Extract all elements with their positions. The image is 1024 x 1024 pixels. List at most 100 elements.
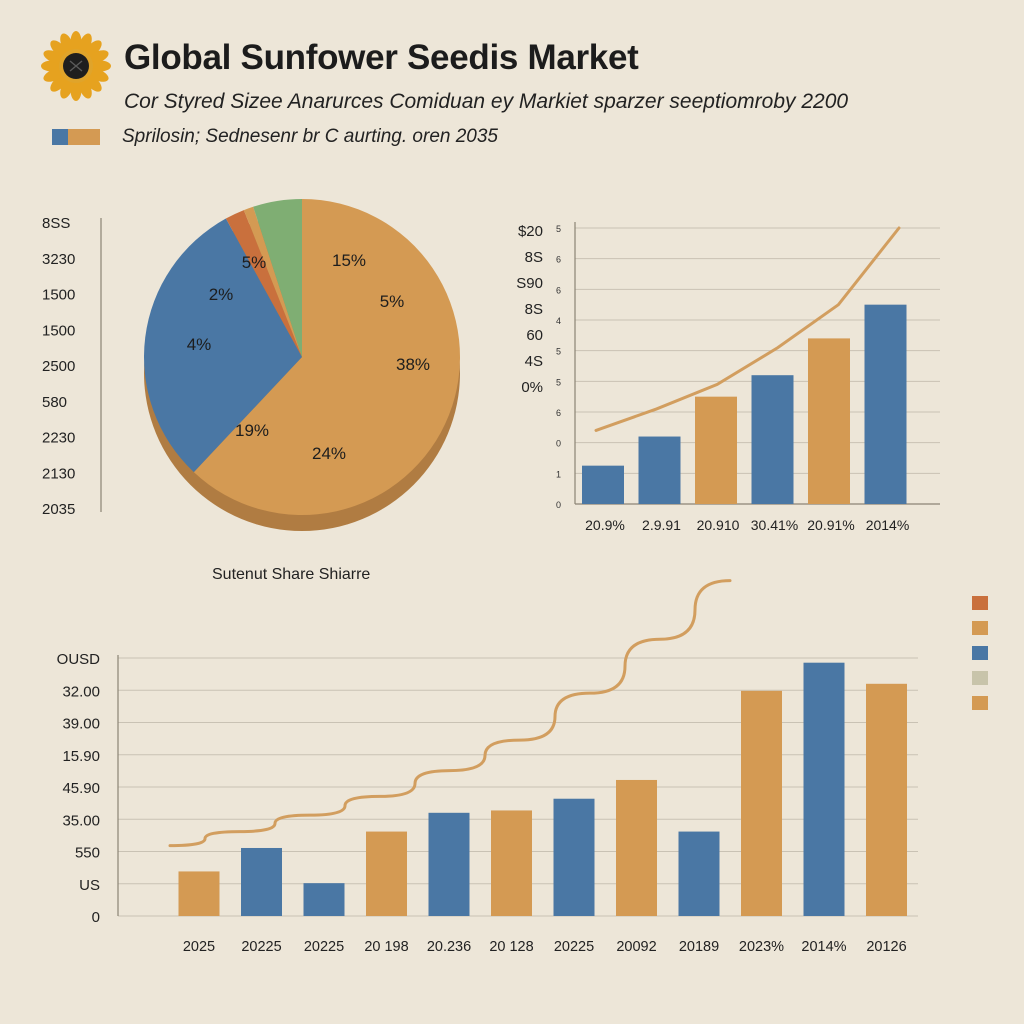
pie-slice-1: [144, 218, 302, 473]
bar1-bar: [695, 396, 737, 504]
sunflower-petal: [50, 40, 68, 58]
pie-chart: 8SS 3230 1500 1500 2500 580 2230 2130 2035 5% 15%…: [42, 199, 461, 531]
bar1-x-label: 20.9%: [585, 517, 625, 533]
bar1-y-tick-label: 4S: [525, 353, 543, 370]
bar2-bar: [366, 831, 407, 916]
pie-y-tick-label: 2130: [42, 465, 75, 482]
pie-slice-3: [243, 206, 302, 357]
bar2-y-tick-label: 0: [92, 909, 100, 926]
bar2-bar: [491, 810, 532, 916]
bar1-x-label: 2014%: [866, 517, 910, 533]
side-legend-swatch: [972, 596, 988, 610]
bar2-bar: [553, 798, 595, 916]
legend-text: Sprilosin; Sednesenr br C aurting. oren …: [122, 126, 499, 147]
bar2-y-tick-label: US: [79, 877, 100, 894]
bar2-y-tick-label: 15.90: [62, 748, 100, 765]
pie-slice-label: 19%: [235, 421, 269, 440]
side-legend-swatch: [972, 646, 988, 660]
bar2-x-label: 20225: [304, 939, 344, 955]
bar2-bar: [616, 779, 657, 916]
bar2-x-label: 20126: [866, 939, 906, 955]
bar1-bar: [638, 436, 681, 504]
bar1-inner-tick-label: 5: [556, 347, 561, 357]
bar2-x-label: 20189: [679, 939, 719, 955]
bar2-y-tick-label: 32.00: [62, 683, 100, 700]
bar2-y-tick-label: 45.90: [62, 780, 100, 797]
bar1-y-tick-label: 0%: [521, 379, 543, 396]
bar2-x-label: 20225: [241, 939, 281, 955]
bar1-x-label: 30.41%: [751, 517, 798, 533]
bar1-y-tick-label: 60: [526, 327, 543, 344]
pie-slice-0: [193, 199, 461, 515]
side-legend-swatch: [972, 621, 988, 635]
bar2-y-tick-label: 35.00: [62, 812, 100, 829]
bar1-inner-tick-label: 6: [556, 408, 561, 418]
bar2-bar: [678, 831, 720, 916]
page-subtitle: Cor Styred Sizee Anarurces Comiduan ey M…: [124, 90, 849, 113]
bar1-bar: [864, 304, 907, 504]
pie-slice-label: 2%: [209, 285, 234, 304]
bar1-inner-tick-label: 4: [556, 316, 561, 326]
bar2-x-label: 2025: [183, 939, 215, 955]
bar2-x-label: 2023%: [739, 939, 784, 955]
bar1-x-label: 20.910: [697, 517, 740, 533]
pie-slice-label: 5%: [242, 253, 267, 272]
bar-chart-bottom: OUSD 32.00 39.00 15.90 45.90 35.00 550 US 0 2025…: [57, 579, 918, 955]
sunflower-petal: [84, 74, 102, 92]
pie-slice-label: 4%: [187, 335, 212, 354]
bar1-inner-tick-label: 0: [556, 500, 561, 510]
side-legend: [972, 596, 988, 721]
side-legend-swatch: [972, 671, 988, 685]
bar1-inner-tick-label: 1: [556, 469, 561, 479]
bar1-x-label: 20.91%: [807, 517, 854, 533]
pie-slice-label: 5%: [380, 292, 405, 311]
bar2-bar: [178, 871, 220, 916]
bar1-y-tick-label: S90: [516, 275, 543, 292]
pie-y-tick-label: 2035: [42, 501, 75, 518]
bar2-x-label: 20 198: [364, 939, 408, 955]
pie-y-tick-label: 1500: [42, 322, 75, 339]
pie-y-tick-label: 1500: [42, 287, 75, 304]
side-legend-swatch: [972, 696, 988, 710]
pie-slice-label: 24%: [312, 444, 346, 463]
pie-slice-4: [253, 199, 302, 357]
bar1-y-tick-label: 8S: [525, 249, 543, 266]
sunflower-petal: [87, 50, 109, 64]
sunflower-petal: [43, 68, 65, 82]
bar1-bar: [808, 338, 850, 504]
sunflower-petal: [84, 40, 102, 58]
bar1-inner-tick-label: 5: [556, 377, 561, 387]
bar1-inner-tick-label: 0: [556, 439, 561, 449]
bar2-bar: [428, 812, 470, 916]
bar1-y-tick-label: $20: [518, 223, 543, 240]
bar1-bar: [751, 375, 794, 504]
bar2-bar: [803, 662, 845, 916]
bar2-y-tick-label: OUSD: [57, 651, 101, 668]
pie-y-tick-label: 2230: [42, 430, 75, 447]
bar2-bar: [241, 847, 282, 916]
bar2-x-label: 20 128: [489, 939, 533, 955]
bar1-trend-line: [594, 226, 901, 432]
bar2-y-tick-label: 39.00: [62, 716, 100, 733]
pie-y-tick-label: 580: [42, 394, 67, 411]
pie-slice-label: 15%: [332, 251, 366, 270]
bar1-inner-tick-label: 5: [556, 224, 561, 234]
pie-caption: Sutenut Share Shiarre: [212, 566, 371, 583]
pie-slice-label: 38%: [396, 355, 430, 374]
legend-swatch-blue: [52, 129, 68, 145]
pie-slice-2: [225, 210, 302, 357]
pie-y-tick-label: 8SS: [42, 215, 70, 232]
bar2-bar: [303, 883, 345, 916]
pie-y-tick-label: 2500: [42, 358, 75, 375]
bar2-x-label: 20225: [554, 939, 594, 955]
sunflower-petal: [50, 74, 68, 92]
bar2-x-label: 20.236: [427, 939, 471, 955]
bar2-y-tick-label: 550: [75, 845, 100, 862]
bar1-x-label: 2.9.91: [642, 517, 681, 533]
bar1-inner-tick-label: 6: [556, 255, 561, 265]
bar1-bar: [582, 465, 624, 504]
bar2-x-label: 20092: [616, 939, 656, 955]
bar2-bar: [866, 683, 907, 916]
bar2-trend-line: [168, 579, 732, 848]
